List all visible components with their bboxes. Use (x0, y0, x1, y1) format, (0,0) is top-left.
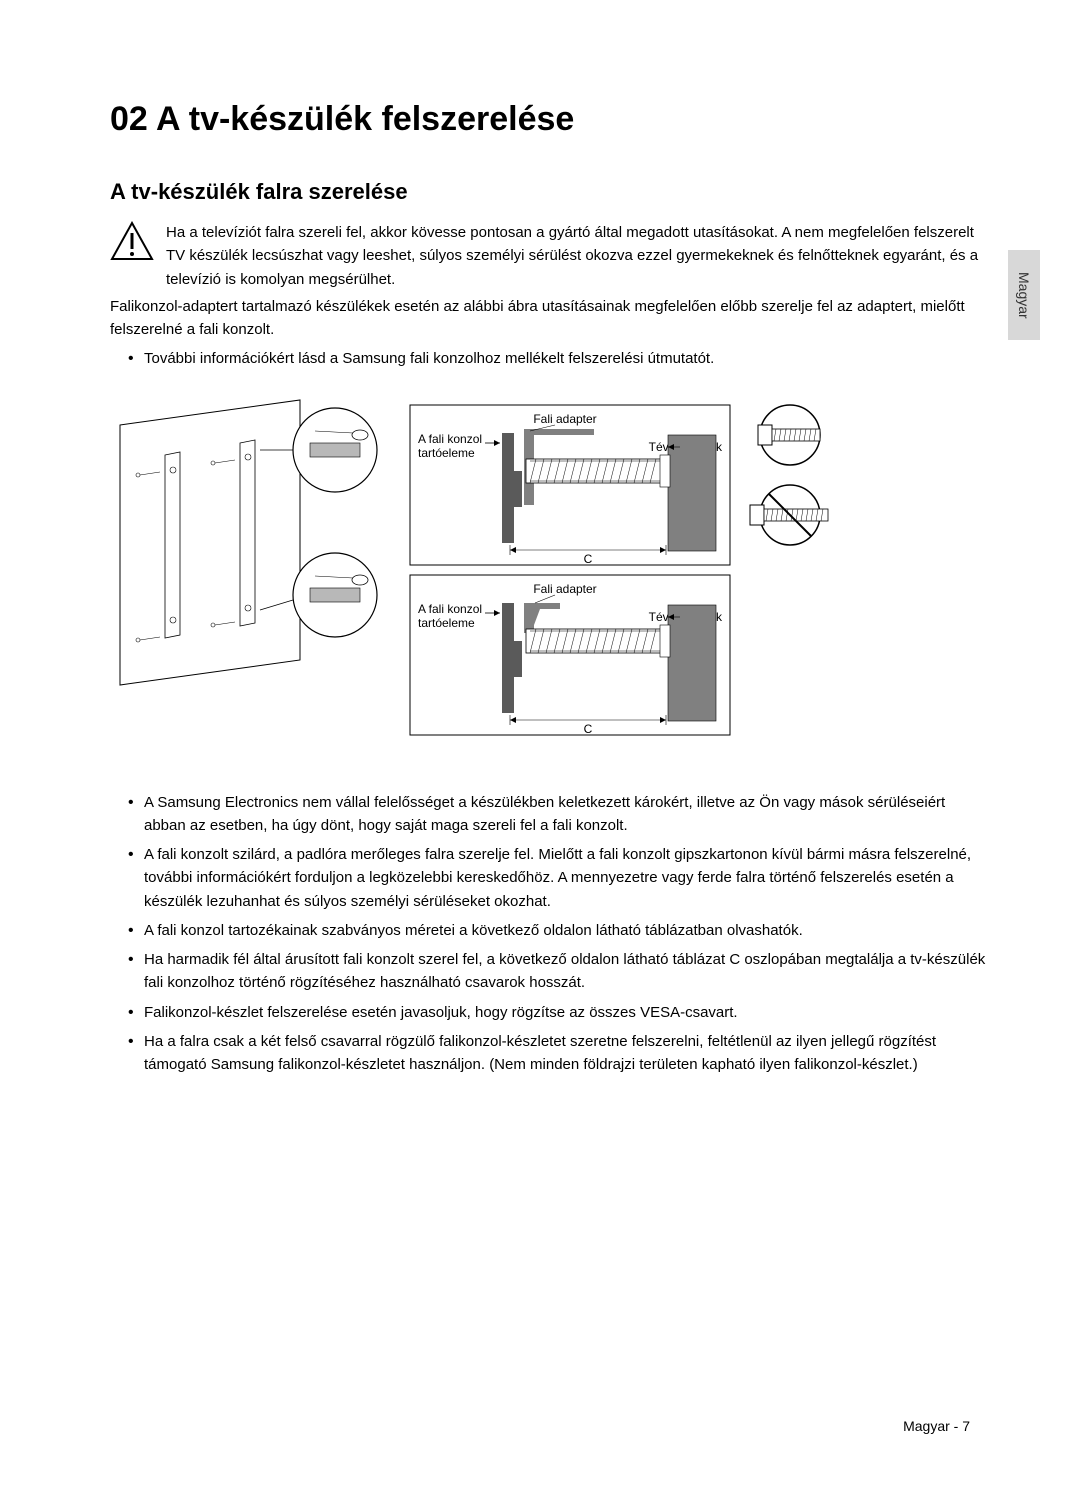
label-c-1: C (584, 552, 593, 566)
notice-bullet-item: A Samsung Electronics nem vállal felelős… (128, 791, 990, 838)
warning-block: Ha a televíziót falra szereli fel, akkor… (110, 221, 990, 291)
zoom-circle-top (260, 408, 377, 492)
svg-text:A fali konzol tartóe: A fali konzol tartóeleme (418, 602, 485, 630)
label-fali-adapter-1: Fali adapter (533, 412, 596, 426)
info-bullet-list: További információkért lásd a Samsung fa… (110, 347, 990, 370)
info-bullet-item: További információkért lásd a Samsung fa… (128, 347, 990, 370)
warning-icon (110, 221, 154, 261)
label-fali-adapter-2: Fali adapter (533, 582, 596, 596)
notice-bullet-item: Falikonzol-készlet felszerelése esetén j… (128, 1001, 990, 1024)
notice-bullet-item: Ha a falra csak a két felső csavarral rö… (128, 1030, 990, 1077)
section-heading: A tv-készülék falra szerelése (110, 179, 990, 205)
page-footer: Magyar - 7 (903, 1418, 970, 1434)
label-c-2: C (584, 722, 593, 736)
notice-bullet-list: A Samsung Electronics nem vállal felelős… (110, 791, 990, 1077)
zoom-circle-bottom (260, 553, 377, 637)
bolt-allowed (758, 405, 820, 465)
language-tab-label: Magyar (1016, 272, 1032, 319)
detail-box-bottom: Fali adapter A fali konzol tartóeleme Té… (410, 575, 730, 736)
notice-bullet-item: A fali konzol tartozékainak szabványos m… (128, 919, 990, 942)
notice-bullet-item: Ha harmadik fél által árusított fali kon… (128, 948, 990, 995)
mounting-diagram: Fali adapter A fali konzol tartóeleme Té… (110, 395, 990, 755)
tv-back-panel (120, 400, 300, 685)
language-tab: Magyar (1008, 250, 1040, 340)
detail-box-top: Fali adapter A fali konzol tartóeleme Té… (410, 405, 730, 566)
page-title: 02 A tv-készülék felszerelése (110, 100, 990, 139)
svg-text:A fali konzol tartóe: A fali konzol tartóeleme (418, 432, 485, 460)
warning-text: Ha a televíziót falra szereli fel, akkor… (166, 221, 990, 291)
bolt-not-allowed (750, 485, 828, 545)
post-warning-text: Falikonzol-adaptert tartalmazó készüléke… (110, 295, 990, 342)
notice-bullet-item: A fali konzolt szilárd, a padlóra merőle… (128, 843, 990, 913)
